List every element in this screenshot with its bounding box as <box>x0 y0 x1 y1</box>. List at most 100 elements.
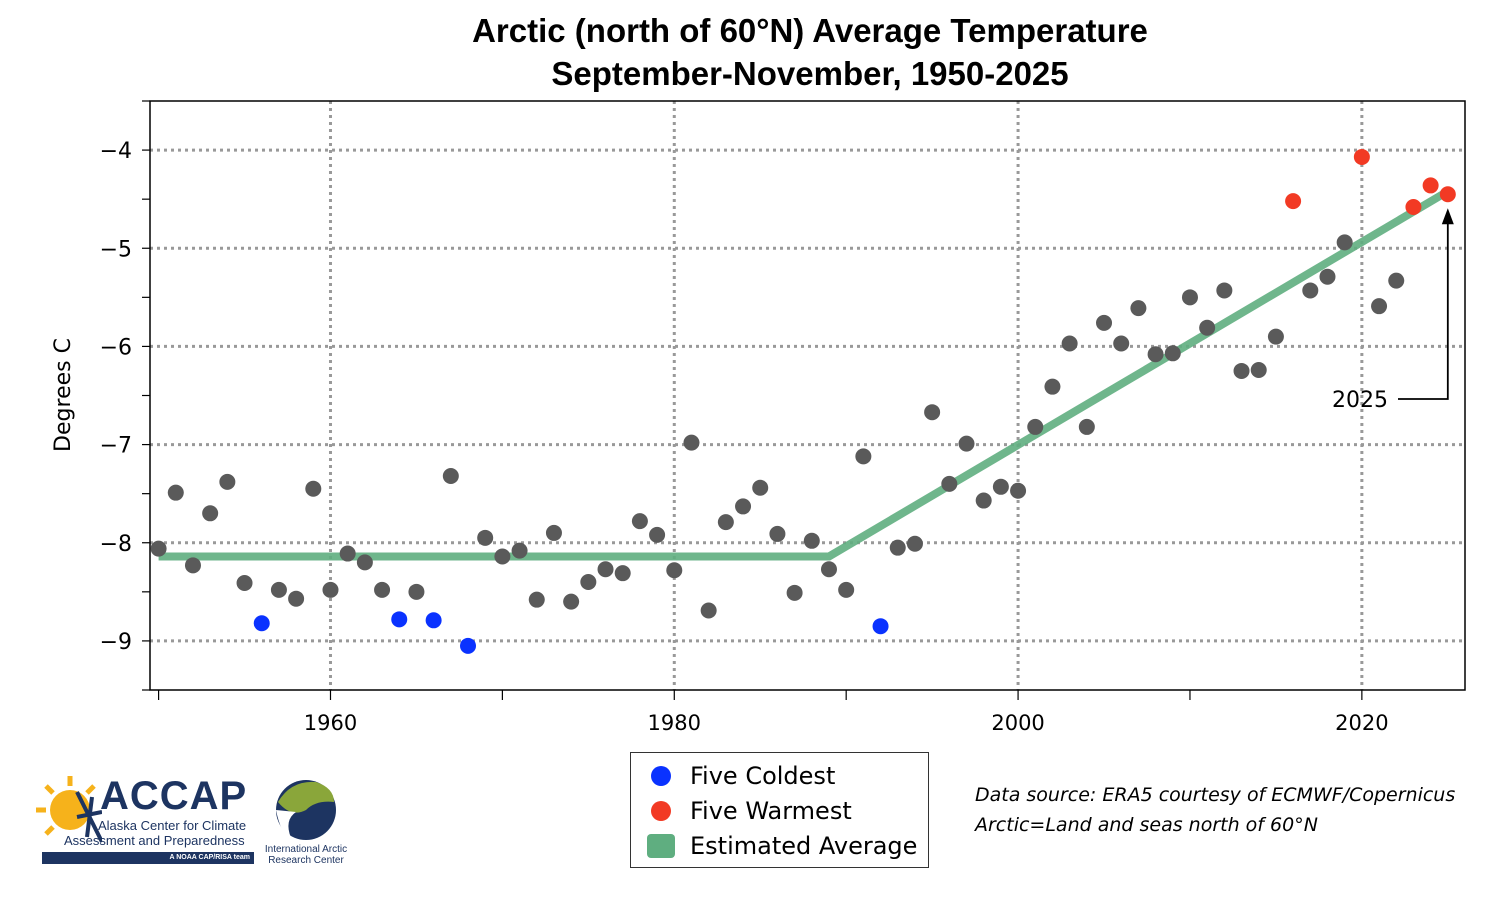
data-point <box>597 561 614 578</box>
legend: Five Coldest Five Warmest Estimated Aver… <box>630 752 929 868</box>
data-point <box>1371 298 1388 315</box>
data-point <box>1319 268 1336 285</box>
chart-title: Arctic (north of 60°N) Average Temperatu… <box>472 12 1148 49</box>
data-point <box>838 581 855 598</box>
data-point <box>906 535 923 552</box>
data-point <box>167 484 184 501</box>
green-square-icon <box>647 834 675 858</box>
data-point <box>219 473 236 490</box>
x-tick-label: 1980 <box>648 711 701 735</box>
data-point <box>1096 314 1113 331</box>
data-point <box>1164 345 1181 362</box>
data-point <box>855 448 872 465</box>
data-point <box>236 574 253 591</box>
legend-label: Five Warmest <box>690 797 852 825</box>
coldest-point <box>425 612 442 629</box>
data-point <box>889 539 906 556</box>
legend-label: Estimated Average <box>690 832 918 860</box>
y-tick-label: −4 <box>100 139 132 164</box>
annotation-label: 2025 <box>1332 388 1388 413</box>
accap-name: ACCAP <box>100 774 248 818</box>
plot-frame <box>149 100 1466 691</box>
data-point <box>563 593 580 610</box>
data-point <box>769 525 786 542</box>
data-point <box>528 591 545 608</box>
data-point <box>511 542 528 559</box>
data-point <box>1302 282 1319 299</box>
data-point <box>305 480 322 497</box>
data-point <box>288 590 305 607</box>
coldest-point <box>872 618 889 635</box>
data-point <box>803 532 820 549</box>
x-tick-label: 2000 <box>991 711 1044 735</box>
data-point <box>408 583 425 600</box>
data-point <box>1130 300 1147 317</box>
accap-line2: Assessment and Preparedness <box>64 833 245 848</box>
coldest-point <box>391 611 408 628</box>
data-point <box>992 478 1009 495</box>
data-point <box>958 435 975 452</box>
blue-dot-icon <box>651 766 671 786</box>
data-point <box>477 529 494 546</box>
annotation-arrow <box>1398 214 1449 400</box>
data-point <box>735 498 752 515</box>
data-point <box>1147 346 1164 363</box>
legend-item-warmest: Five Warmest <box>631 794 852 828</box>
data-point <box>356 554 373 571</box>
data-point <box>1199 319 1216 336</box>
data-point <box>1027 418 1044 435</box>
data-point <box>666 562 683 579</box>
data-point <box>184 557 201 574</box>
data-point <box>683 434 700 451</box>
data-point <box>941 475 958 492</box>
data-source-note: Data source: ERA5 courtesy of ECMWF/Cope… <box>975 780 1455 840</box>
data-point <box>545 524 562 541</box>
coldest-point <box>460 637 477 654</box>
warmest-point <box>1405 199 1422 216</box>
iarc-line2: Research Center <box>268 855 344 866</box>
y-tick-label: −6 <box>100 335 132 360</box>
data-point <box>270 581 287 598</box>
accap-tag: A NOAA CAP/RISA team <box>42 852 254 864</box>
source-line-1: Data source: ERA5 courtesy of ECMWF/Cope… <box>975 784 1456 806</box>
data-point <box>1010 482 1027 499</box>
data-point <box>717 514 734 531</box>
sun-snowflake-icon <box>36 776 102 843</box>
source-line-2: Arctic=Land and seas north of 60°N <box>975 814 1318 836</box>
data-point <box>339 545 356 562</box>
data-point <box>1078 418 1095 435</box>
coldest-point <box>253 615 270 632</box>
data-point <box>1113 335 1130 352</box>
red-dot-icon <box>651 801 671 821</box>
y-tick-label: −5 <box>100 237 132 262</box>
estimated-average-line <box>158 187 1450 561</box>
data-point <box>1216 282 1233 299</box>
x-tick-label: 2020 <box>1335 711 1388 735</box>
iarc-logo: International Arctic Research Center <box>256 780 356 870</box>
data-point <box>1044 378 1061 395</box>
data-point <box>924 404 941 421</box>
data-point <box>1267 328 1284 345</box>
data-point <box>1388 272 1405 289</box>
data-point <box>1250 361 1267 378</box>
data-point <box>1061 335 1078 352</box>
accap-logo: ACCAP Alaska Center for Climate Assessme… <box>32 772 257 867</box>
data-point <box>631 513 648 530</box>
data-point <box>700 602 717 619</box>
accap-line1: Alaska Center for Climate <box>98 818 247 833</box>
data-point <box>202 505 219 522</box>
warmest-point <box>1285 193 1302 210</box>
arrowhead-icon <box>1441 208 1454 225</box>
y-tick-label: −7 <box>100 434 132 459</box>
data-point <box>494 548 511 565</box>
data-point <box>322 581 339 598</box>
legend-item-coldest: Five Coldest <box>631 759 835 793</box>
legend-item-average: Estimated Average <box>631 829 917 863</box>
data-point <box>820 561 837 578</box>
data-point <box>580 574 597 591</box>
data-point <box>786 584 803 601</box>
y-axis-label: Degrees C <box>51 338 76 452</box>
data-point <box>752 479 769 496</box>
warmest-point <box>1422 177 1439 194</box>
